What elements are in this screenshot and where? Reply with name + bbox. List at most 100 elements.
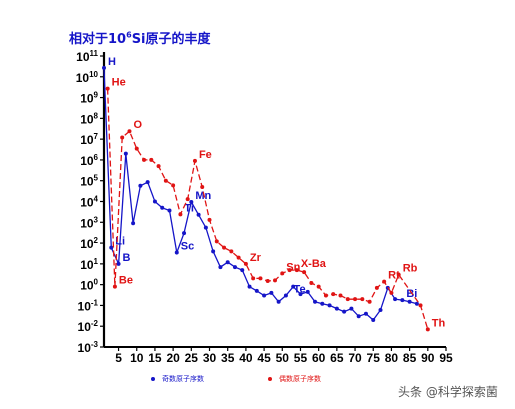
odd-series-point bbox=[225, 260, 230, 265]
even-series-point bbox=[309, 280, 314, 285]
title-element: Si bbox=[131, 32, 146, 47]
y-tick-label: 104 bbox=[80, 195, 98, 210]
odd-series-point bbox=[254, 288, 259, 293]
x-tick-label: 85 bbox=[403, 351, 417, 365]
odd-series-point bbox=[145, 180, 150, 185]
odd-series-point bbox=[371, 317, 376, 322]
element-label: Te bbox=[294, 284, 306, 296]
even-series-point bbox=[222, 245, 227, 250]
even-series-point bbox=[171, 183, 176, 188]
legend-odd-label: 奇数原子序数 bbox=[162, 375, 204, 383]
even-series-point bbox=[127, 129, 132, 134]
legend-odd: 奇数原子序数 bbox=[151, 374, 204, 384]
x-tick-label: 45 bbox=[257, 351, 271, 365]
y-tick-label: 1010 bbox=[76, 70, 99, 85]
x-tick-label: 75 bbox=[367, 351, 381, 365]
even-series-point bbox=[214, 239, 219, 244]
odd-series-point bbox=[102, 65, 106, 70]
y-tick-label: 102 bbox=[80, 236, 98, 251]
odd-series-point bbox=[182, 231, 187, 236]
odd-series-point bbox=[291, 284, 296, 289]
element-label: Rt bbox=[388, 270, 400, 282]
title-exponent: 6 bbox=[126, 30, 132, 40]
odd-series-line bbox=[103, 67, 418, 321]
odd-series-point bbox=[276, 299, 281, 304]
odd-series-point bbox=[203, 225, 208, 230]
even-series-point bbox=[374, 285, 379, 290]
odd-series-point bbox=[334, 306, 339, 311]
element-label: O bbox=[133, 119, 142, 131]
odd-series-point bbox=[131, 221, 136, 226]
odd-series-point bbox=[196, 212, 201, 217]
legend-even-label: 偶数原子序数 bbox=[279, 375, 321, 383]
x-tick-label: 10 bbox=[130, 351, 144, 365]
x-tick-label: 95 bbox=[439, 351, 453, 365]
even-series-point bbox=[258, 276, 263, 281]
odd-series-point bbox=[407, 299, 412, 304]
odd-series-point bbox=[414, 301, 419, 306]
even-series-point bbox=[425, 327, 430, 332]
y-tick-label: 107 bbox=[80, 132, 98, 147]
odd-series-point bbox=[109, 245, 114, 250]
odd-series-point bbox=[320, 301, 325, 306]
even-series-point bbox=[178, 212, 183, 217]
watermark: 头条 @科学探索菌 bbox=[398, 385, 498, 399]
x-tick-label: 40 bbox=[239, 351, 253, 365]
even-series-point bbox=[105, 86, 110, 91]
even-series-point bbox=[345, 297, 350, 302]
x-tick-label: 15 bbox=[148, 351, 162, 365]
y-tick-label: 105 bbox=[80, 174, 98, 189]
y-tick-label: 108 bbox=[80, 111, 98, 126]
odd-series-point bbox=[262, 293, 267, 298]
odd-series-point bbox=[342, 309, 347, 314]
even-series-point bbox=[149, 157, 154, 162]
even-series-point bbox=[207, 217, 212, 222]
odd-series-point bbox=[327, 303, 332, 308]
even-series-point bbox=[331, 292, 336, 297]
odd-series-point bbox=[123, 151, 128, 156]
odd-series-point bbox=[356, 314, 361, 319]
even-series-point bbox=[134, 146, 139, 151]
element-label: Li bbox=[115, 236, 125, 248]
odd-series-point bbox=[160, 205, 165, 210]
y-tick-label: 1011 bbox=[76, 49, 98, 64]
legend-even: 偶数原子序数 bbox=[268, 374, 321, 384]
x-tick-label: 5 bbox=[115, 351, 122, 365]
legend-odd-marker bbox=[151, 377, 155, 381]
odd-series-point bbox=[247, 284, 252, 289]
odd-series-point bbox=[393, 297, 398, 302]
y-tick-label: 10-3 bbox=[78, 340, 99, 355]
title-prefix: 相对于 bbox=[69, 32, 109, 47]
odd-series-point bbox=[211, 249, 216, 254]
even-series-point bbox=[229, 249, 234, 254]
even-series-point bbox=[316, 284, 321, 289]
even-series-point bbox=[353, 297, 358, 302]
x-tick-label: 55 bbox=[294, 351, 308, 365]
element-label: He bbox=[112, 77, 126, 89]
odd-series-point bbox=[218, 265, 223, 270]
element-label: Zr bbox=[250, 252, 262, 264]
odd-series-point bbox=[349, 306, 354, 311]
even-series-point bbox=[360, 297, 365, 302]
even-series-point bbox=[243, 261, 248, 266]
chart-title: 相对于106Si原子的丰度 bbox=[69, 28, 211, 47]
even-series-point bbox=[120, 135, 125, 140]
x-tick-label: 60 bbox=[312, 351, 326, 365]
even-series-point bbox=[287, 268, 292, 273]
even-series-point bbox=[323, 293, 328, 298]
x-tick-label: 90 bbox=[421, 351, 435, 365]
x-tick-label: 20 bbox=[166, 351, 180, 365]
x-tick-label: 30 bbox=[203, 351, 217, 365]
even-series-point bbox=[273, 278, 277, 283]
odd-series-point bbox=[116, 261, 121, 266]
element-label: Mn bbox=[195, 190, 211, 202]
element-label: Th bbox=[432, 317, 446, 329]
y-tick-label: 100 bbox=[80, 278, 98, 293]
element-label: Ti bbox=[184, 202, 194, 214]
odd-series-point bbox=[189, 199, 194, 204]
y-tick-label: 103 bbox=[80, 215, 98, 230]
x-tick-label: 50 bbox=[276, 351, 290, 365]
even-series-point bbox=[185, 197, 190, 202]
odd-series-point bbox=[138, 183, 143, 188]
